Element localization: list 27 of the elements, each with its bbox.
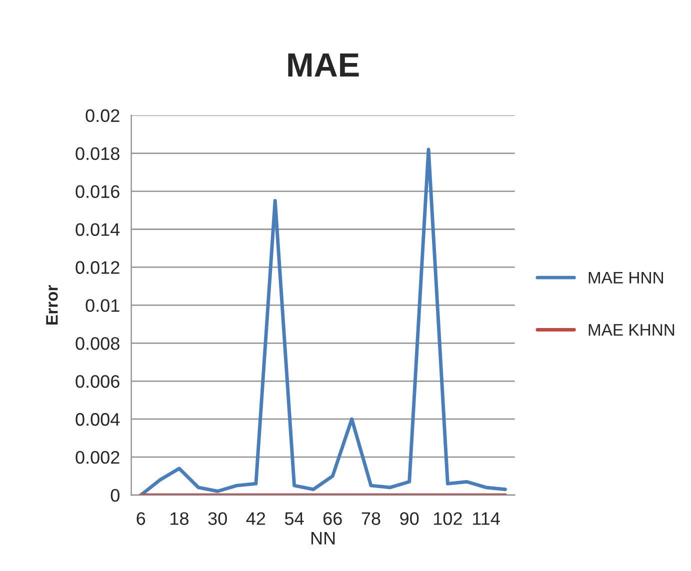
- x-tick-label: 30: [208, 512, 227, 525]
- x-tick-label: 90: [400, 512, 419, 525]
- y-tick-label: 0.018: [76, 147, 120, 160]
- x-tick-label: 42: [246, 512, 266, 525]
- y-tick-label: 0.008: [76, 337, 120, 350]
- y-tick-label: 0.002: [76, 451, 120, 464]
- x-tick-label: 114: [473, 512, 500, 525]
- x-tick-label: 66: [324, 512, 342, 525]
- y-axis-title: Error: [46, 285, 58, 324]
- x-tick-label: 6: [136, 512, 146, 525]
- chart-title: MAE: [288, 54, 359, 76]
- line-series: [139, 148, 507, 496]
- y-tick-label: 0.012: [76, 261, 120, 274]
- legend-label: MAE KHNN: [588, 324, 674, 336]
- x-axis-title: NN: [311, 532, 335, 544]
- y-tick-label: 0.01: [86, 299, 120, 312]
- y-tick-label: 0.016: [76, 185, 120, 198]
- x-tick-label: 102: [434, 512, 462, 525]
- y-tick-label: 0.02: [86, 109, 120, 122]
- y-tick-label: 0: [110, 488, 120, 502]
- x-tick-label: 54: [284, 512, 304, 525]
- y-tick-label: 0.014: [76, 223, 120, 236]
- x-tick-label: 18: [170, 512, 188, 525]
- y-tick-label: 0.004: [76, 413, 120, 426]
- y-tick-label: 0.006: [76, 375, 120, 388]
- x-tick-label: 78: [362, 512, 380, 525]
- legend-label: MAE HNN: [588, 272, 663, 284]
